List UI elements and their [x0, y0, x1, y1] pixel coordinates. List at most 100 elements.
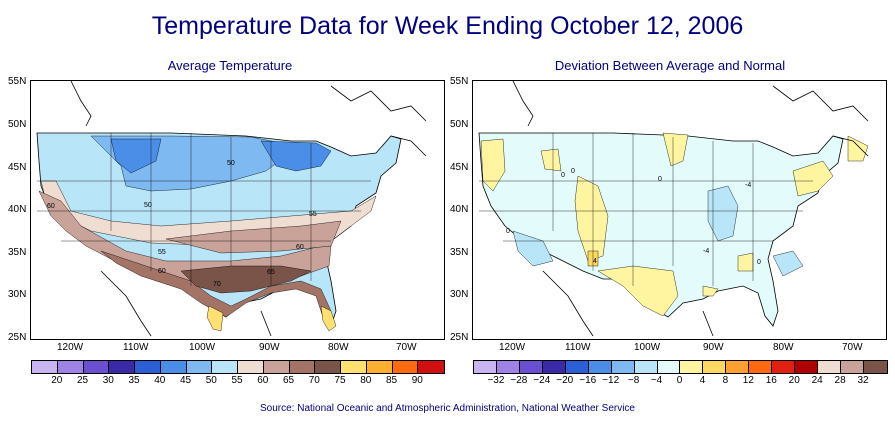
- colorbar-label: 16: [765, 375, 777, 386]
- average-temperature-map: 50 50 60 55 55 60 65 60 70: [30, 80, 445, 340]
- colorbar-label: 12: [742, 375, 754, 386]
- lat-label: 40N: [8, 204, 27, 215]
- lon-label: 90W: [703, 342, 724, 353]
- colorbar-label: −20: [556, 375, 574, 386]
- contour-label: 60: [158, 268, 166, 275]
- colorbar-label: 32: [857, 375, 869, 386]
- colorbar-label: 24: [811, 375, 823, 386]
- source-note: Source: National Oceanic and Atmospheric…: [259, 403, 635, 414]
- contour-label: 0: [506, 228, 510, 235]
- lon-label: 120W: [499, 342, 526, 353]
- colorbar-label: 25: [76, 375, 89, 386]
- temperature-bands: [36, 132, 426, 336]
- colorbar-swatch: [263, 361, 290, 373]
- lon-label: 80W: [328, 342, 349, 353]
- contour-label: 55: [158, 249, 166, 256]
- colorbar-swatch: [418, 361, 444, 373]
- lat-label: 55N: [8, 76, 27, 87]
- colorbar-swatch: [366, 361, 393, 373]
- lat-label: 25N: [450, 332, 469, 343]
- contour-label: 0: [561, 172, 565, 179]
- right-map-title: Deviation Between Average and Normal: [554, 58, 786, 73]
- contour-label: 65: [267, 269, 275, 276]
- colorbar-label: 65: [282, 375, 295, 386]
- contour-label: 55: [309, 211, 317, 218]
- lat-label: 30N: [8, 289, 27, 300]
- deviation-colorbar: [473, 360, 888, 374]
- colorbar-swatch: [795, 361, 819, 373]
- colorbar-label: −12: [602, 375, 620, 386]
- colorbar-swatch: [496, 361, 520, 373]
- lon-label: 90W: [259, 342, 280, 353]
- colorbar-swatch: [588, 361, 612, 373]
- colorbar-swatch: [109, 361, 135, 373]
- colorbar-label: −28: [510, 375, 528, 386]
- colorbar-swatch: [818, 361, 841, 373]
- colorbar-swatch: [634, 361, 658, 373]
- contour-label: -4: [703, 248, 709, 255]
- colorbar-label: 55: [231, 375, 243, 386]
- colorbar-label: 50: [205, 375, 217, 386]
- colorbar-label: −16: [579, 375, 597, 386]
- lon-label: 70W: [842, 342, 863, 353]
- lat-label: 45N: [8, 162, 27, 173]
- colorbar-swatch: [863, 361, 887, 373]
- lat-label: 50N: [450, 119, 469, 130]
- colorbar-label: 70: [308, 375, 320, 386]
- colorbar-swatch: [341, 361, 367, 373]
- colorbar-label: 80: [360, 375, 372, 386]
- lon-label: 110W: [565, 342, 591, 353]
- colorbar-swatch: [749, 361, 773, 373]
- colorbar-swatch: [772, 361, 796, 373]
- contour-labels: 0 0 0 0 -4 4 0 -4: [506, 168, 761, 266]
- colorbar-swatch: [703, 361, 727, 373]
- colorbar-label: 75: [334, 375, 346, 386]
- colorbar-swatch: [841, 361, 864, 373]
- colorbar-label: 28: [834, 375, 846, 386]
- colorbar-swatch: [32, 361, 58, 373]
- lon-label: 120W: [57, 342, 84, 353]
- lat-label: 45N: [450, 162, 469, 173]
- lat-label: 25N: [8, 332, 27, 343]
- colorbar-swatch: [474, 361, 497, 373]
- colorbar-swatch: [57, 361, 84, 373]
- colorbar-swatch: [135, 361, 161, 373]
- colorbar-swatch: [83, 361, 110, 373]
- contour-label: 60: [296, 244, 304, 251]
- deviation-bands: [478, 132, 869, 327]
- lon-label: 80W: [773, 342, 794, 353]
- state-boundaries: [37, 133, 371, 286]
- lat-label: 55N: [450, 76, 469, 87]
- colorbar-label: 4: [699, 375, 706, 386]
- colorbar-swatch: [519, 361, 543, 373]
- colorbar-label: 20: [51, 375, 63, 386]
- colorbar-swatch: [186, 361, 213, 373]
- colorbar-label: 20: [788, 375, 800, 386]
- lat-label: 35N: [450, 247, 469, 258]
- colorbar-label: 35: [128, 375, 140, 386]
- lat-label: 50N: [8, 119, 27, 130]
- colorbar-label: −8: [627, 375, 640, 386]
- contour-label: 60: [47, 203, 55, 210]
- colorbar-swatch: [542, 361, 566, 373]
- colorbar-label: 90: [411, 375, 423, 386]
- colorbar-label: −4: [650, 375, 663, 386]
- contour-label: 70: [213, 281, 221, 288]
- contour-labels: 50 50 60 55 55 60 65 60 70: [47, 160, 317, 288]
- colorbar-swatch: [315, 361, 341, 373]
- contour-label: 0: [658, 176, 662, 183]
- colorbar-swatch: [726, 361, 750, 373]
- colorbar-label: −32: [487, 375, 505, 386]
- contour-label: -4: [745, 182, 751, 189]
- colorbar-label: 40: [154, 375, 166, 386]
- colorbar-swatch: [212, 361, 238, 373]
- colorbar-label: 30: [102, 375, 114, 386]
- lon-label: 100W: [634, 342, 661, 353]
- lon-label: 100W: [189, 342, 216, 353]
- contour-label: 50: [144, 202, 152, 209]
- colorbar-swatch: [289, 361, 316, 373]
- colorbar-swatch: [160, 361, 187, 373]
- left-map-title: Average Temperature: [167, 58, 293, 73]
- temperature-deviation-map: 0 0 0 0 -4 4 0 -4: [472, 80, 887, 340]
- colorbar-swatch: [392, 361, 419, 373]
